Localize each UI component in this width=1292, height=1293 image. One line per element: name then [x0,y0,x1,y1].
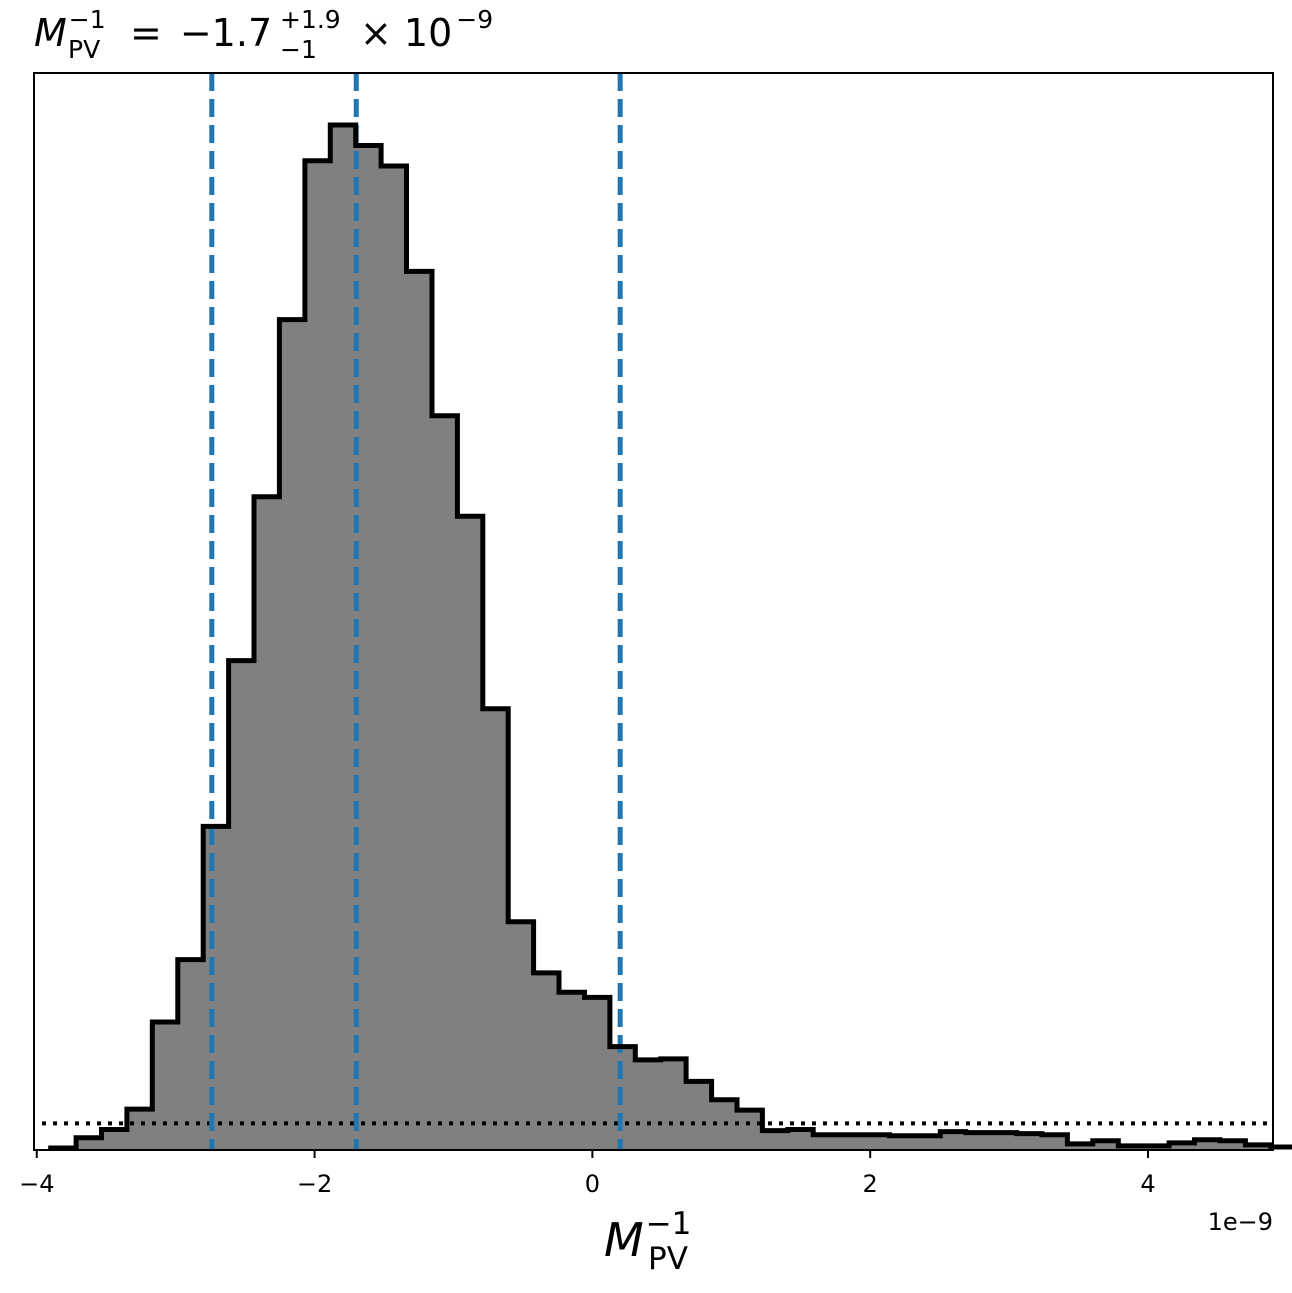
title-exponent: −9 [456,5,493,34]
title-multiplier: × 10 [360,11,452,55]
plot-frame [33,72,1274,1151]
x-tick-label: −2 [297,1170,332,1198]
title-lower-error: −1 [280,35,317,64]
histogram-outline [48,122,1292,1151]
title-upper-error: +1.9 [280,5,341,34]
x-ticks-group: −4 −2 0 2 4 [19,1150,1156,1198]
quantile-lines-group [209,73,623,1150]
xlabel-subscript: PV [648,1241,688,1277]
x-tick-label: −4 [19,1170,54,1198]
title-symbol: M [34,11,67,55]
x-axis-label: M−1 PV [604,1206,691,1277]
x-tick-label: 0 [585,1170,600,1198]
x-offset-label: 1e−9 [1208,1208,1273,1236]
title-subscript: PV [68,35,100,64]
title-equals: = [130,11,162,55]
xlabel-superscript: −1 [646,1206,692,1242]
chart-title: M−1 PV = −1.7 +1.9 −1 × 10 −9 [34,5,493,64]
x-tick-label: 4 [1140,1170,1155,1198]
title-median: −1.7 [180,11,272,55]
histogram-fill [50,125,1292,1149]
xlabel-symbol: M [604,1213,644,1267]
x-tick-label: 2 [863,1170,878,1198]
title-superscript: −1 [69,5,106,34]
